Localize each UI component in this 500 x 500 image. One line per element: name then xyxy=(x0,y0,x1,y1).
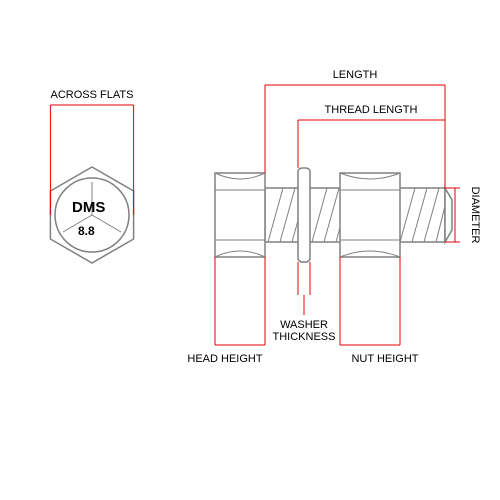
brand-text: DMS xyxy=(72,199,105,216)
dim-length: LENGTH xyxy=(265,69,445,188)
dim-head-height: HEAD HEIGHT xyxy=(187,257,265,365)
bolt-head-side xyxy=(215,173,265,257)
label-thread-length: THREAD LENGTH xyxy=(325,104,418,116)
washer xyxy=(298,168,310,262)
label-washer-thickness-2: THICKNESS xyxy=(273,331,336,343)
dim-thread-length: THREAD LENGTH xyxy=(298,104,445,168)
dim-nut-height: NUT HEIGHT xyxy=(340,257,419,365)
label-diameter: DIAMETER xyxy=(469,187,481,244)
label-length: LENGTH xyxy=(333,69,378,81)
label-nut-height: NUT HEIGHT xyxy=(351,353,418,365)
bolt-side-view xyxy=(215,168,452,262)
nut-side xyxy=(340,173,400,257)
label-across-flats: ACROSS FLATS xyxy=(51,89,134,101)
label-washer-thickness-1: WASHER xyxy=(280,319,328,331)
dim-washer-thickness: WASHER THICKNESS xyxy=(273,262,336,343)
hex-head-front: DMS 8.8 xyxy=(50,167,133,263)
grade-text: 8.8 xyxy=(78,224,95,238)
label-head-height: HEAD HEIGHT xyxy=(187,353,262,365)
